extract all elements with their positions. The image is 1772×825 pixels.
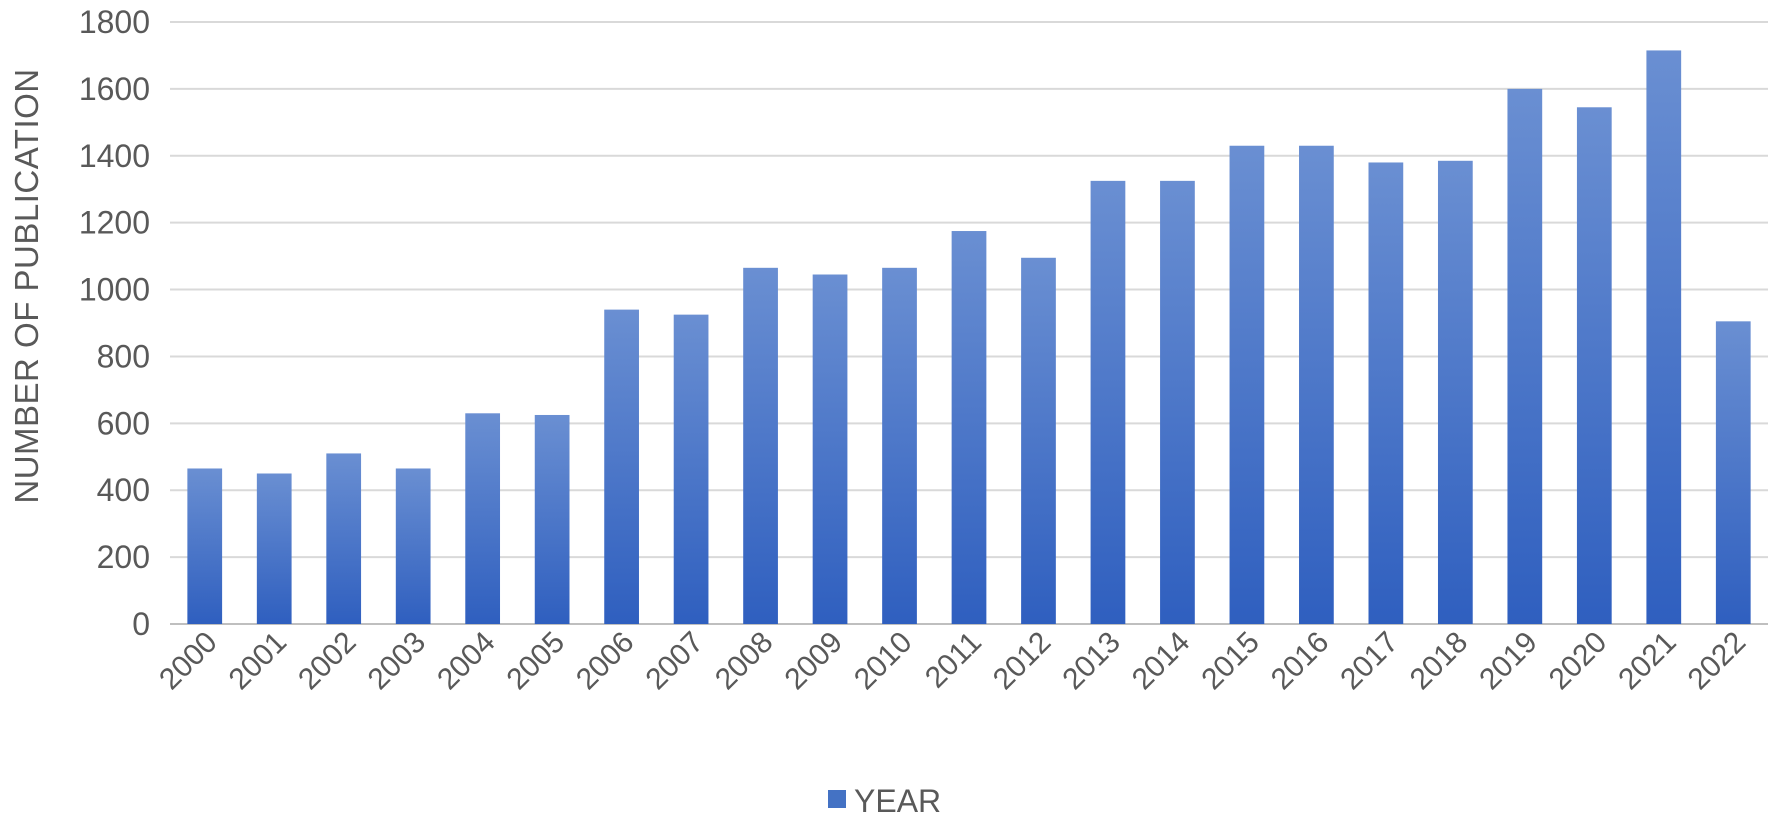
bar-2019 — [1507, 88, 1543, 624]
x-tick-label: 2016 — [1265, 626, 1336, 697]
bar-2003 — [395, 468, 431, 624]
y-tick-label: 0 — [132, 606, 150, 642]
y-tick-label: 1200 — [79, 205, 150, 241]
y-axis-title: NUMBER OF PUBLICATION — [8, 68, 45, 503]
x-tick-label: 2017 — [1334, 626, 1405, 697]
x-tick-label: 2004 — [431, 626, 502, 697]
y-tick-label: 1600 — [79, 71, 150, 107]
y-tick-label: 400 — [97, 472, 150, 508]
x-tick-label: 2020 — [1543, 626, 1614, 697]
bar-2012 — [1021, 257, 1056, 624]
x-tick-label: 2003 — [362, 626, 433, 697]
y-tick-label: 600 — [97, 405, 150, 441]
legend-label-year: YEAR — [854, 783, 941, 819]
y-tick-label: 1800 — [79, 4, 150, 40]
bar-2008 — [743, 267, 778, 624]
bar-2000 — [187, 468, 223, 624]
y-tick-label: 800 — [97, 338, 150, 374]
bar-2022 — [1715, 321, 1751, 624]
bar-2014 — [1160, 180, 1195, 624]
bar-2015 — [1229, 145, 1265, 624]
x-tick-label: 2005 — [501, 626, 572, 697]
y-axis-ticks: 0 200 400 600 800 1000 1200 1400 1600 1800 — [79, 4, 150, 642]
bar-2016 — [1299, 145, 1334, 624]
bar-2007 — [673, 314, 709, 624]
x-tick-label: 2018 — [1404, 626, 1475, 697]
x-tick-label: 2013 — [1056, 626, 1127, 697]
x-tick-label: 2012 — [987, 626, 1058, 697]
bar-2009 — [812, 274, 848, 624]
x-tick-label: 2015 — [1195, 626, 1266, 697]
x-tick-label: 2001 — [223, 626, 294, 697]
bar-2021 — [1646, 50, 1682, 624]
x-tick-label: 2000 — [153, 626, 224, 697]
x-tick-label: 2021 — [1612, 626, 1683, 697]
y-tick-label: 200 — [97, 539, 150, 575]
legend: YEAR — [828, 783, 941, 819]
x-tick-label: 2002 — [292, 626, 363, 697]
bar-2011 — [951, 231, 987, 624]
y-tick-label: 1000 — [79, 272, 150, 308]
x-tick-label: 2009 — [778, 626, 849, 697]
bar-2018 — [1437, 160, 1473, 625]
bar-2002 — [326, 453, 362, 624]
x-tick-label: 2008 — [709, 626, 780, 697]
bar-2001 — [256, 473, 292, 624]
bar-2020 — [1576, 107, 1612, 625]
bar-2013 — [1090, 180, 1126, 624]
bars — [187, 50, 1751, 625]
x-tick-label: 2022 — [1682, 626, 1753, 697]
y-tick-label: 1400 — [79, 138, 150, 174]
bar-2006 — [604, 309, 639, 624]
bar-2005 — [534, 414, 570, 624]
legend-swatch-year — [828, 790, 846, 808]
bar-2004 — [465, 413, 501, 624]
x-tick-label: 2011 — [919, 626, 988, 695]
x-tick-label: 2007 — [640, 626, 711, 697]
x-tick-label: 2014 — [1126, 626, 1197, 697]
bar-2010 — [882, 267, 917, 624]
x-tick-label: 2019 — [1473, 626, 1544, 697]
bar-2017 — [1368, 162, 1404, 624]
x-tick-label: 2010 — [848, 626, 919, 697]
x-tick-label: 2006 — [570, 626, 641, 697]
x-axis-ticks: 2000200120022003200420052006200720082009… — [153, 626, 1752, 697]
